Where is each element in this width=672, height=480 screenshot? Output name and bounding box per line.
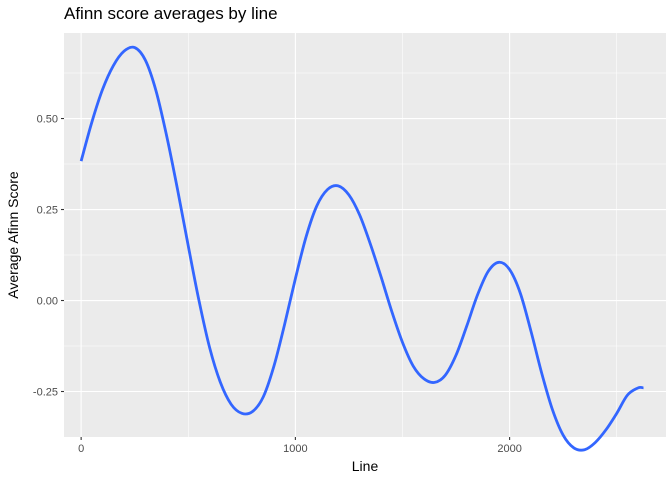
x-tick-label: 1000 [283, 443, 307, 455]
plot-panel [64, 33, 666, 437]
y-tick-label: 0.00 [37, 296, 58, 308]
x-axis: 0 1000 2000 [78, 437, 522, 455]
y-tick-label: -0.25 [33, 387, 58, 399]
chart-title: Afinn score averages by line [64, 4, 278, 23]
y-tick-label: 0.25 [37, 205, 58, 217]
series-line [79, 45, 644, 452]
x-axis-title: Line [352, 458, 379, 474]
major-gridlines [64, 33, 666, 437]
y-tick-label: 0.50 [37, 114, 58, 126]
y-axis: -0.25 0.00 0.25 0.50 [33, 114, 64, 399]
y-axis-title: Average Afinn Score [5, 171, 21, 299]
x-tick-label: 0 [78, 443, 84, 455]
minor-gridlines [64, 33, 666, 437]
series-layer [79, 45, 644, 452]
x-tick-label: 2000 [497, 443, 521, 455]
